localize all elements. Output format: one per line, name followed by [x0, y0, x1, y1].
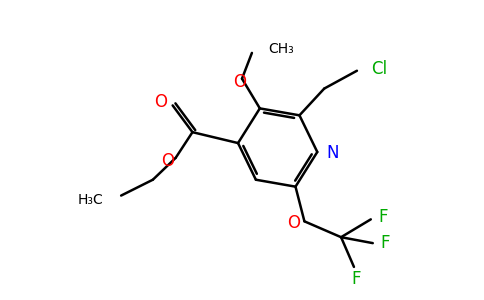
Text: H₃C: H₃C — [77, 193, 103, 206]
Text: F: F — [378, 208, 388, 226]
Text: Cl: Cl — [371, 60, 387, 78]
Text: O: O — [161, 152, 174, 170]
Text: F: F — [351, 270, 361, 288]
Text: F: F — [381, 234, 390, 252]
Text: CH₃: CH₃ — [268, 42, 293, 56]
Text: O: O — [287, 214, 301, 232]
Text: O: O — [233, 73, 246, 91]
Text: N: N — [326, 144, 339, 162]
Text: O: O — [154, 93, 166, 111]
